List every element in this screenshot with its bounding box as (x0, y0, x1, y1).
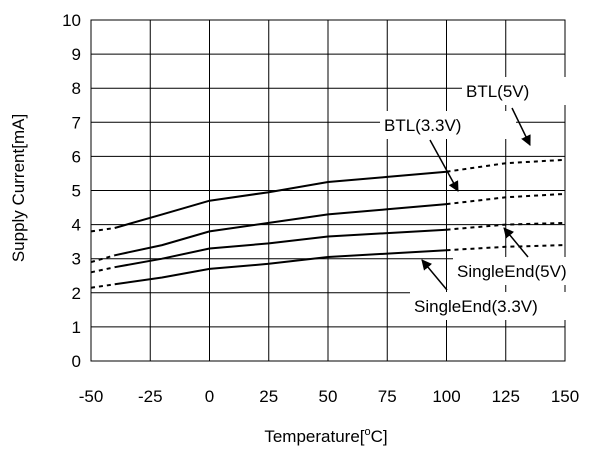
x-tick-label: 100 (432, 387, 460, 406)
series-line-dashed-right (446, 221, 566, 231)
grid-lines (91, 20, 565, 361)
y-tick-label: 10 (62, 11, 81, 30)
x-axis-label-tail: C] (371, 427, 388, 446)
label-btl-3-3v: BTL(3.3V) (384, 116, 461, 135)
series-line-dashed-right (446, 192, 566, 206)
label-singleend-3-3v: SingleEnd(3.3V) (414, 297, 538, 316)
plot-frame (90, 19, 566, 362)
series-line-dashed-left (90, 266, 115, 274)
arrow-singleend-5v (503, 227, 529, 258)
y-tick-label: 8 (72, 79, 81, 98)
y-tick-label: 0 (72, 352, 81, 371)
y-tick-label: 6 (72, 147, 81, 166)
series-line-solid (114, 228, 447, 269)
label-bg-btl5 (462, 77, 570, 105)
series-line-dashed-right (446, 244, 566, 252)
y-tick-label: 4 (72, 216, 81, 235)
x-tick-label: 75 (378, 387, 397, 406)
arrow-singleend-3-3v (421, 259, 448, 291)
label-singleend-5v: SingleEnd(5V) (457, 262, 567, 281)
series-line-solid (114, 249, 447, 286)
x-axis-label: Temperature[oC] (264, 426, 387, 446)
y-tick-label: 7 (72, 113, 81, 132)
x-tick-label: 25 (259, 387, 278, 406)
series-line-dashed-left (90, 283, 115, 289)
x-axis-ticks: -50 -25 0 25 50 75 100 125 150 (79, 387, 579, 406)
x-tick-label: -50 (79, 387, 104, 406)
series-line-dashed-left (90, 227, 115, 233)
series-line-solid (114, 203, 447, 257)
x-tick-label: -25 (138, 387, 163, 406)
y-tick-label: 1 (72, 318, 81, 337)
annotations: BTL(5V) BTL(3.3V) SingleEnd(5V) SingleEn… (380, 77, 580, 320)
y-tick-label: 5 (72, 182, 81, 201)
y-tick-label: 9 (72, 45, 81, 64)
x-tick-label: 50 (319, 387, 338, 406)
series-line-solid (114, 170, 447, 229)
x-axis-label-sup: o (365, 426, 371, 438)
label-bg-se5 (453, 257, 579, 285)
arrow-btl-3-3v (429, 139, 459, 192)
y-axis-label: Supply Current[mA] (9, 114, 28, 262)
y-tick-label: 3 (72, 250, 81, 269)
y-tick-label: 2 (72, 284, 81, 303)
y-axis-ticks: 0 1 2 3 4 5 6 7 8 9 10 (62, 11, 81, 371)
arrow-btl-5v (511, 107, 531, 146)
x-axis-label-main: Temperature[ (264, 427, 364, 446)
x-tick-label: 125 (492, 387, 520, 406)
series-line-dashed-right (446, 158, 566, 173)
x-tick-label: 0 (205, 387, 214, 406)
x-tick-label: 150 (551, 387, 579, 406)
label-btl-5v: BTL(5V) (466, 82, 529, 101)
label-bg-btl33 (380, 111, 516, 139)
label-bg-se33 (410, 292, 580, 320)
series-layer (90, 158, 566, 289)
